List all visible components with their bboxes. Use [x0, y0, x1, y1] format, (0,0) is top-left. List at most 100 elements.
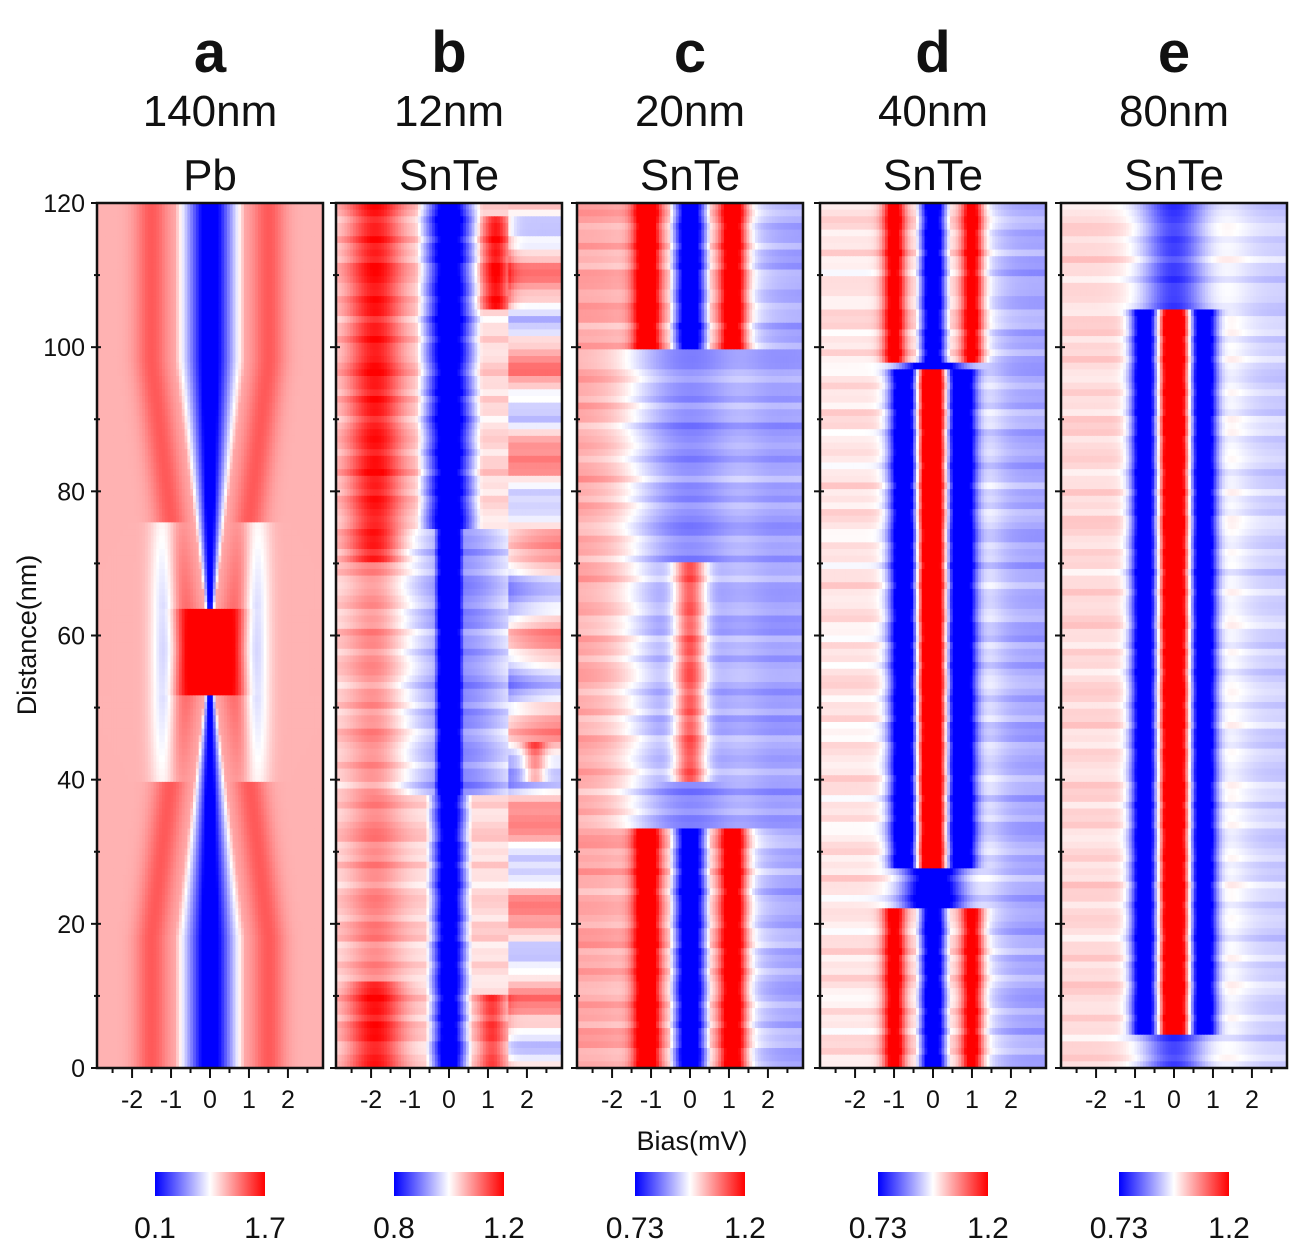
heatmap-cell: [159, 203, 163, 211]
heatmap-cell: [314, 529, 318, 537]
heatmap-cell: [201, 422, 205, 430]
heatmap-cell: [116, 222, 121, 231]
heatmap-cell: [243, 462, 248, 470]
heatmap-cell: [164, 322, 169, 331]
heatmap-cell: [156, 449, 160, 457]
heatmap-cell: [156, 529, 160, 537]
heatmap-cell: [243, 349, 248, 357]
heatmap-cell: [308, 322, 313, 331]
heatmap-cell: [173, 582, 177, 590]
heatmap-cell: [297, 282, 302, 291]
heatmap-cell: [184, 575, 188, 583]
heatmap-cell: [204, 362, 208, 370]
heatmap-cell: [277, 435, 282, 444]
heatmap-cell: [317, 362, 321, 370]
heatmap-cell: [122, 389, 126, 397]
heatmap-cell: [306, 229, 310, 237]
heatmap-cell: [212, 502, 217, 510]
heatmap-cell: [161, 322, 166, 331]
heatmap-cell: [145, 242, 149, 251]
heatmap-cell: [317, 608, 321, 617]
heatmap-cell: [243, 509, 248, 517]
heatmap-cell: [190, 602, 194, 610]
heatmap-cell: [184, 203, 188, 211]
heatmap-cell: [297, 316, 302, 324]
heatmap-cell: [173, 276, 177, 284]
heatmap-cell: [201, 509, 205, 517]
heatmap-cell: [207, 469, 211, 477]
heatmap-cell: [212, 329, 217, 337]
heatmap-cell: [128, 229, 132, 237]
heatmap-cell: [102, 336, 107, 344]
heatmap-cell: [215, 376, 220, 384]
heatmap-cell: [291, 209, 296, 217]
heatmap-cell: [145, 222, 149, 231]
heatmap-cell: [221, 369, 225, 377]
heatmap-cell: [215, 502, 220, 510]
heatmap-cell: [269, 402, 273, 410]
heatmap-cell: [204, 409, 208, 417]
heatmap-cell: [159, 336, 163, 344]
heatmap-cell: [280, 415, 285, 424]
heatmap-cell: [320, 455, 323, 464]
heatmap-cell: [258, 203, 262, 211]
heatmap-cell: [224, 382, 228, 390]
heatmap-cell: [212, 262, 217, 271]
heatmap-cell: [277, 402, 282, 410]
heatmap-cell: [317, 415, 321, 424]
heatmap-cell: [128, 489, 132, 497]
heatmap-cell: [153, 562, 157, 570]
heatmap-cell: [164, 489, 169, 497]
heatmap-cell: [283, 302, 287, 311]
heatmap-cell: [210, 429, 214, 437]
heatmap-cell: [232, 568, 237, 577]
heatmap-cell: [226, 296, 231, 304]
heatmap-cell: [178, 336, 183, 344]
heatmap-cell: [289, 302, 293, 311]
heatmap-cell: [221, 209, 225, 217]
heatmap-cell: [212, 422, 217, 430]
heatmap-cell: [235, 216, 239, 224]
heatmap-cell: [113, 309, 118, 317]
heatmap-cell: [252, 262, 256, 271]
heatmap-cell: [283, 549, 287, 557]
heatmap-cell: [246, 369, 251, 377]
heatmap-cell: [263, 515, 268, 523]
heatmap-cell: [125, 495, 129, 504]
heatmap-cell: [122, 435, 126, 444]
heatmap-cell: [139, 229, 143, 237]
heatmap-cell: [111, 535, 115, 543]
heatmap-cell: [300, 349, 304, 357]
heatmap-cell: [286, 469, 290, 477]
heatmap-cell: [198, 469, 203, 477]
heatmap-cell: [125, 209, 129, 217]
heatmap-cell: [215, 562, 220, 570]
heatmap-cell: [300, 203, 304, 211]
heatmap-cell: [232, 555, 237, 563]
heatmap-cell: [147, 256, 152, 264]
heatmap-cell: [133, 262, 138, 271]
heatmap-cell: [274, 236, 279, 244]
heatmap-cell: [136, 262, 140, 271]
heatmap-cell: [142, 402, 146, 410]
heatmap-cell: [283, 336, 287, 344]
heatmap-cell: [128, 502, 132, 510]
heatmap-cell: [164, 469, 169, 477]
heatmap-cell: [210, 555, 214, 563]
heatmap-cell: [258, 316, 262, 324]
heatmap-cell: [195, 269, 200, 277]
heatmap-cell: [266, 369, 270, 377]
heatmap-cell: [181, 608, 186, 617]
heatmap-cell: [243, 602, 248, 610]
heatmap-cell: [308, 216, 313, 224]
heatmap-cell: [258, 409, 262, 417]
heatmap-cell: [272, 595, 276, 603]
heatmap-cell: [99, 349, 104, 357]
heatmap-cell: [116, 249, 121, 257]
heatmap-cell: [164, 342, 169, 350]
heatmap-cell: [289, 389, 293, 397]
heatmap-cell: [176, 582, 180, 590]
heatmap-cell: [161, 475, 166, 484]
heatmap-cell: [161, 262, 166, 271]
heatmap-cell: [198, 242, 203, 251]
